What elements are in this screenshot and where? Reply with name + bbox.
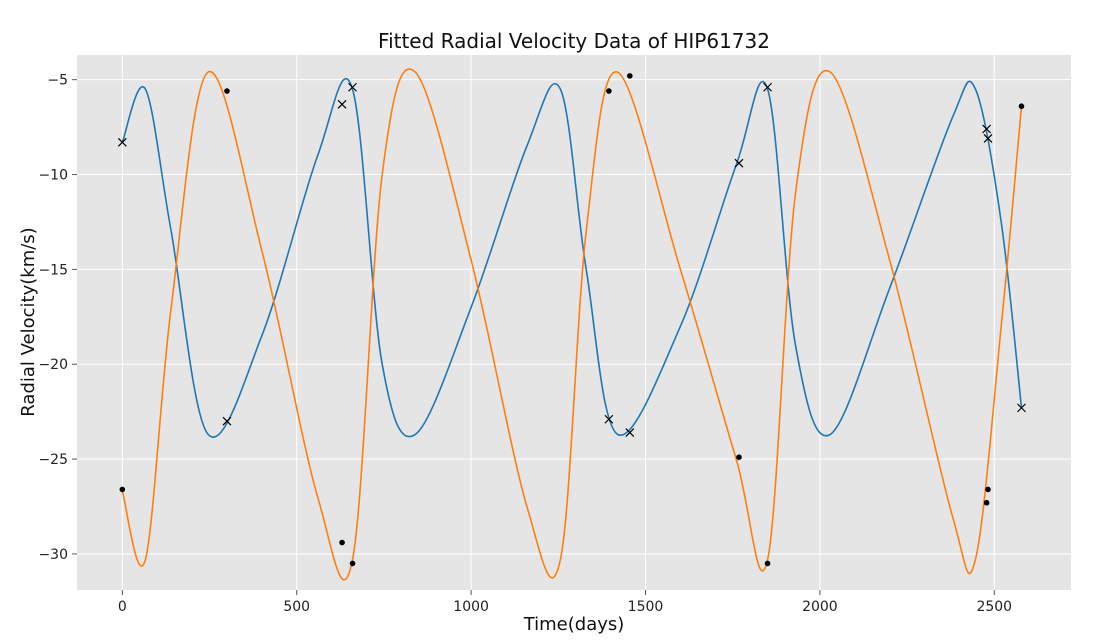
y-tick-label: −5 [47,73,68,89]
x-tick-label: 500 [283,599,310,615]
y-axis-label: Radial Velocity(km/s) [18,227,39,416]
y-tick-label: −15 [38,262,68,278]
x-marker-point [982,124,992,134]
x-tick-label: 1000 [453,599,489,615]
x-marker-point [348,82,357,92]
dot-marker-point [349,560,356,567]
x-marker-point [222,416,232,426]
x-marker-point [117,137,127,147]
x-axis-label: Time(days) [523,614,625,635]
x-marker-point [625,428,635,437]
plot-background [77,55,1071,590]
series-line-1 [121,68,1023,581]
y-tick-label: −20 [38,357,68,373]
x-axis-ticks: 0 500 1000 1500 2000 2500 [118,590,1012,615]
dot-marker-point [1018,103,1025,110]
x-tick-label: 0 [118,599,127,615]
x-marker-point [734,158,744,168]
series-line-0 [121,78,1023,438]
x-tick-label: 2000 [802,599,838,615]
dot-marker-point [606,88,612,94]
dot-marker-point [224,88,230,94]
y-tick-label: −10 [38,168,68,184]
y-axis-ticks: −30 −25 −20 −15 −10 −5 [38,73,77,563]
dot-marker-point [736,454,742,460]
x-marker-point [763,82,772,92]
x-tick-label: 1500 [628,599,664,615]
series-layer [117,68,1026,581]
x-marker-point [983,134,993,143]
x-marker-point [1017,403,1026,413]
y-tick-label: −30 [38,547,68,563]
dot-marker-point [119,486,126,493]
x-marker-point [604,414,614,424]
x-tick-label: 2500 [976,599,1012,615]
chart-title: Fitted Radial Velocity Data of HIP61732 [378,29,770,53]
dot-marker-point [764,560,771,567]
x-marker-point [337,99,347,109]
grid-lines [77,55,1071,590]
dot-marker-point [985,486,991,493]
dot-marker-point [339,539,345,546]
dot-marker-point [983,499,990,506]
dot-marker-point [627,73,633,79]
y-tick-label: −25 [38,452,68,468]
